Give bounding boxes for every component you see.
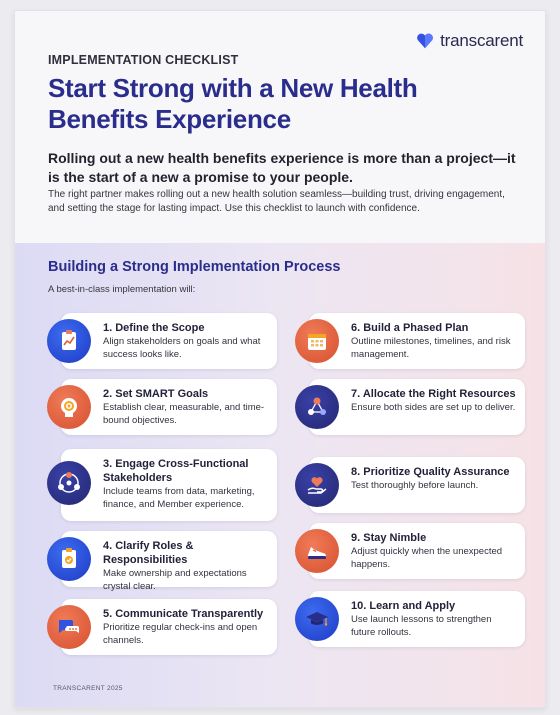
chat-bubbles-icon bbox=[47, 605, 91, 649]
item-title: 10. Learn and Apply bbox=[351, 600, 456, 612]
item-card bbox=[61, 599, 277, 655]
checklist-item-2: 2. Set SMART Goals Establish clear, meas… bbox=[47, 379, 277, 435]
page-title: Start Strong with a New Health Benefits … bbox=[48, 73, 418, 134]
checklist-page: transcarent IMPLEMENTATION CHECKLIST Sta… bbox=[14, 10, 546, 708]
checklist-item-8: 8. Prioritize Quality Assurance Test tho… bbox=[295, 457, 525, 513]
lede-text: Rolling out a new health benefits experi… bbox=[48, 150, 516, 185]
item-title: 3. Engage Cross-Functional Stakeholders bbox=[103, 458, 249, 484]
item-description: Make ownership and expectations crystal … bbox=[103, 568, 247, 592]
item-description: Establish clear, measurable, and time-bo… bbox=[103, 402, 265, 426]
footer-text: TRANSCARENT 2025 bbox=[53, 685, 123, 692]
item-card bbox=[309, 457, 525, 513]
section-subtitle: A best-in-class implementation will: bbox=[48, 284, 196, 295]
resource-network-icon bbox=[295, 385, 339, 429]
checklist-item-5: 5. Communicate Transparently Prioritize … bbox=[47, 599, 277, 655]
item-title: 2. Set SMART Goals bbox=[103, 388, 209, 400]
item-description: Adjust quickly when the unexpected happe… bbox=[351, 546, 503, 570]
eyebrow-label: IMPLEMENTATION CHECKLIST bbox=[48, 53, 239, 67]
brand-logo: transcarent bbox=[416, 31, 523, 51]
item-description: Align stakeholders on goals and what suc… bbox=[103, 336, 261, 360]
item-title: 6. Build a Phased Plan bbox=[351, 322, 469, 334]
item-title: 1. Define the Scope bbox=[103, 322, 205, 334]
sneaker-icon bbox=[295, 529, 339, 573]
target-head-icon bbox=[47, 385, 91, 429]
item-description: Outline milestones, timelines, and risk … bbox=[351, 336, 511, 360]
item-card bbox=[309, 591, 525, 647]
checklist-item-10: 10. Learn and Apply Use launch lessons t… bbox=[295, 591, 525, 647]
item-card bbox=[61, 379, 277, 435]
heart-logo-icon bbox=[417, 33, 434, 49]
intro-text: The right partner makes rolling out a ne… bbox=[48, 189, 505, 214]
item-title: 4. Clarify Roles & Responsibilities bbox=[103, 540, 194, 566]
checklist-item-4: 4. Clarify Roles & Responsibilities Make… bbox=[47, 531, 277, 592]
item-description: Include teams from data, marketing, fina… bbox=[103, 486, 255, 510]
item-title: 9. Stay Nimble bbox=[351, 532, 427, 544]
section-title: Building a Strong Implementation Process bbox=[48, 259, 341, 275]
item-title: 5. Communicate Transparently bbox=[103, 608, 264, 620]
item-description: Prioritize regular check-ins and open ch… bbox=[103, 622, 258, 646]
team-network-icon bbox=[47, 461, 91, 505]
clipboard-check-icon bbox=[47, 537, 91, 581]
checklist-item-3: 3. Engage Cross-Functional Stakeholders … bbox=[47, 449, 277, 521]
checklist-item-7: 7. Allocate the Right Resources Ensure b… bbox=[295, 379, 525, 435]
item-card bbox=[309, 523, 525, 579]
item-card bbox=[61, 531, 277, 587]
item-description: Test thoroughly before launch. bbox=[351, 480, 479, 491]
checklist-item-6: 6. Build a Phased Plan Outline milestone… bbox=[295, 313, 525, 369]
item-card bbox=[61, 449, 277, 521]
checklist-item-1: 1. Define the Scope Align stakeholders o… bbox=[47, 313, 277, 369]
header-area bbox=[15, 11, 545, 243]
item-title: 8. Prioritize Quality Assurance bbox=[351, 466, 510, 478]
checklist-item-9: 9. Stay Nimble Adjust quickly when the u… bbox=[295, 523, 525, 579]
clipboard-chart-icon bbox=[47, 319, 91, 363]
item-description: Ensure both sides are set up to deliver. bbox=[351, 402, 516, 413]
item-card bbox=[61, 313, 277, 369]
calendar-icon bbox=[295, 319, 339, 363]
graduation-cap-icon bbox=[295, 597, 339, 641]
item-title: 7. Allocate the Right Resources bbox=[351, 388, 516, 400]
item-description: Use launch lessons to strengthen future … bbox=[351, 614, 492, 638]
item-card bbox=[309, 379, 525, 435]
item-card bbox=[309, 313, 525, 369]
brand-name: transcarent bbox=[440, 31, 523, 50]
heart-hand-icon bbox=[295, 463, 339, 507]
